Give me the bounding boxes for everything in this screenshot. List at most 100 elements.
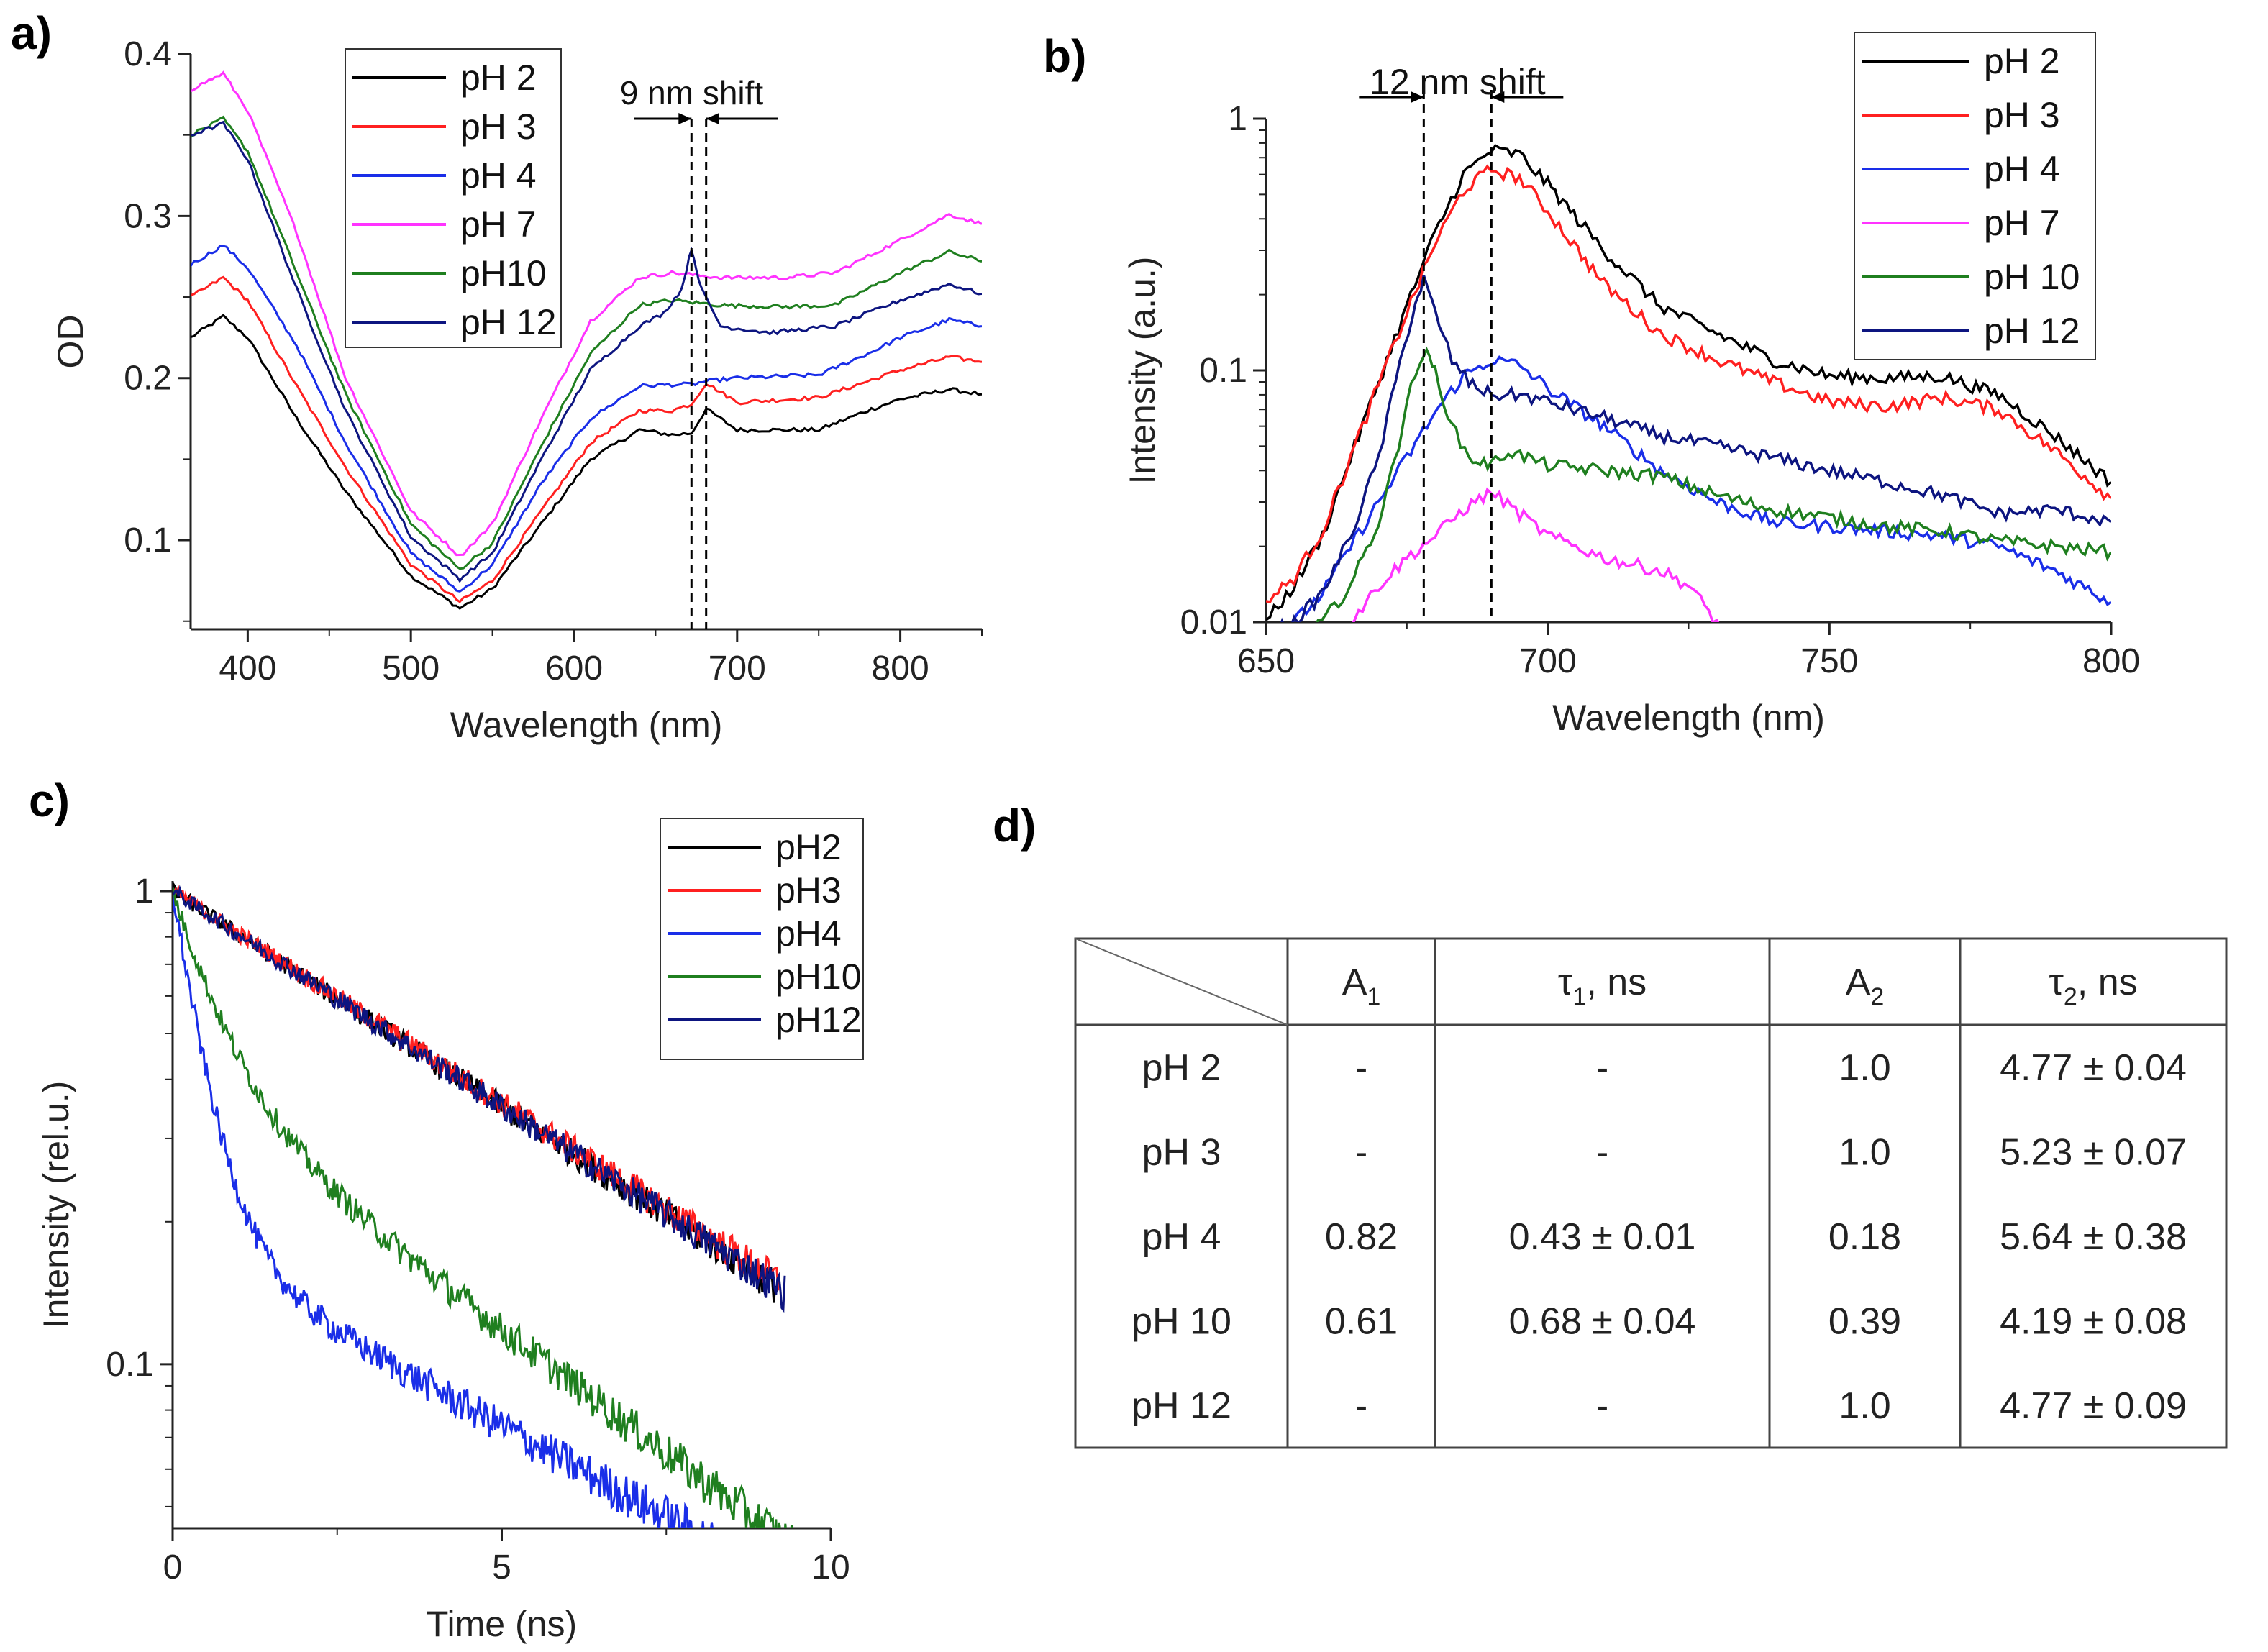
table-header-cell: A2 (1846, 962, 1885, 1010)
series-line-pH2 (191, 314, 982, 610)
y-tick-label: 0.3 (124, 197, 172, 235)
series-line-pH2 (1266, 144, 2111, 621)
header-subscript: 1 (1367, 983, 1380, 1010)
x-tick-label: 10 (811, 1548, 850, 1587)
legend-entry: pH 12 (460, 302, 556, 342)
legend-entry: pH 4 (1984, 149, 2060, 189)
series-line-pH7 (191, 70, 982, 557)
y-tick-label: 0.1 (124, 521, 172, 560)
x-tick-label: 650 (1237, 642, 1295, 680)
series-line-pH12 (191, 120, 982, 583)
table-cell: - (1355, 1132, 1367, 1174)
series-line-pH4 (173, 888, 714, 1528)
legend-entry: pH 3 (460, 106, 537, 147)
x-axis-title: Wavelength (nm) (450, 705, 723, 745)
x-tick-label: 400 (219, 649, 276, 688)
header-symbol: A (1846, 962, 1871, 1003)
legend-entry: pH 7 (1984, 203, 2060, 243)
header-unit: , ns (2077, 962, 2138, 1003)
table-row-label: pH 4 (1142, 1216, 1221, 1258)
series-group (173, 882, 793, 1528)
y-axis-title: Intensity (a.u.) (1122, 257, 1162, 485)
table-row-label: pH 10 (1131, 1301, 1231, 1343)
series-line-pH3 (191, 275, 982, 603)
legend-entry: pH 10 (1984, 257, 2080, 297)
legend-entry: pH 2 (460, 58, 537, 98)
x-tick-label: 800 (872, 649, 929, 688)
chart-b: 650 700 750 800 0.01 0.1 1 Wavelength (nm) Inten… (1122, 32, 2140, 738)
table-corner-diagonal (1075, 938, 1288, 1026)
y-tick-label: 1 (1228, 100, 1247, 138)
x-axis-title: Time (ns) (427, 1604, 577, 1644)
table-cell: 5.64 ± 0.38 (2000, 1216, 2187, 1258)
header-symbol: τ (1558, 962, 1573, 1003)
legend-entry: pH10 (460, 253, 547, 293)
table-cell: 1.0 (1839, 1047, 1890, 1089)
table-cell: - (1596, 1132, 1608, 1174)
y-tick-label: 0.4 (124, 35, 172, 73)
table-cell: 0.82 (1325, 1216, 1398, 1258)
shift-annotation: 12 nm shift (1370, 62, 1546, 102)
legend-entry: pH3 (775, 870, 842, 911)
y-axis-title: OD (50, 315, 91, 369)
table-cell: 1.0 (1839, 1132, 1890, 1174)
legend-box (345, 48, 562, 348)
legend-entry: pH 7 (460, 204, 537, 245)
table-cell: 4.77 ± 0.04 (2000, 1047, 2187, 1089)
x-tick-label: 0 (163, 1548, 183, 1587)
shift-arrowhead-left (678, 113, 692, 124)
legend-entry: pH 2 (1984, 41, 2060, 81)
y-axis-title: Intensity (rel.u.) (36, 1081, 76, 1329)
series-line-pH4 (1291, 355, 2111, 622)
table-cell: - (1355, 1385, 1367, 1427)
panel-label-a: a) (11, 7, 52, 59)
legend-entry: pH12 (775, 1000, 862, 1040)
shift-arrowhead-right (706, 113, 719, 124)
legend-entry: pH10 (775, 957, 862, 997)
series-line-pH12 (1280, 275, 2111, 622)
table-cell: 5.23 ± 0.07 (2000, 1132, 2187, 1174)
table-cell: - (1355, 1047, 1367, 1089)
x-tick-label: 500 (382, 649, 440, 688)
x-tick-label: 5 (492, 1548, 511, 1587)
table-cell: 0.18 (1828, 1216, 1901, 1258)
table-row-label: pH 3 (1142, 1132, 1221, 1174)
header-subscript: 2 (2064, 983, 2077, 1010)
legend-box (1854, 32, 2096, 360)
shift-annotation: 9 nm shift (620, 74, 764, 111)
panel-label-d: d) (993, 800, 1036, 852)
table-cell: 4.77 ± 0.09 (2000, 1385, 2187, 1427)
series-group (191, 70, 982, 610)
series-group (1266, 144, 2111, 622)
table-row-label: pH 2 (1142, 1047, 1221, 1089)
table-header-cell: τ1, ns (1558, 962, 1647, 1010)
legend-entry: pH4 (775, 913, 842, 954)
legend-entry: pH 3 (1984, 95, 2060, 135)
y-tick-label: 0.1 (1199, 352, 1247, 390)
table-cell: 0.61 (1325, 1301, 1398, 1343)
shift-arrowhead-left (1411, 91, 1424, 103)
chart-a: 400 500 600 700 800 0.1 0.2 0.3 0.4 Wavelength (n… (50, 35, 983, 745)
series-line-pH10 (1316, 346, 2111, 622)
header-symbol: A (1342, 962, 1367, 1003)
table-header-cell: τ2, ns (2049, 962, 2137, 1010)
legend-entry: pH 4 (460, 155, 537, 196)
header-unit: , ns (1586, 962, 1647, 1003)
series-line-pH4 (191, 245, 982, 593)
y-tick-label: 0.01 (1180, 603, 1247, 642)
y-tick-label: 1 (135, 872, 154, 911)
x-tick-label: 600 (545, 649, 603, 688)
x-axis-title: Wavelength (nm) (1552, 698, 1825, 738)
table-cell: 0.39 (1828, 1301, 1901, 1343)
series-line-pH10 (173, 887, 793, 1528)
header-symbol: τ (2049, 962, 2064, 1003)
table-row-label: pH 12 (1131, 1385, 1231, 1427)
panel-label-c: c) (29, 775, 70, 826)
x-tick-label: 700 (1519, 642, 1577, 680)
table-cell: 1.0 (1839, 1385, 1890, 1427)
legend-entry: pH 12 (1984, 311, 2080, 351)
header-subscript: 2 (1870, 983, 1884, 1010)
